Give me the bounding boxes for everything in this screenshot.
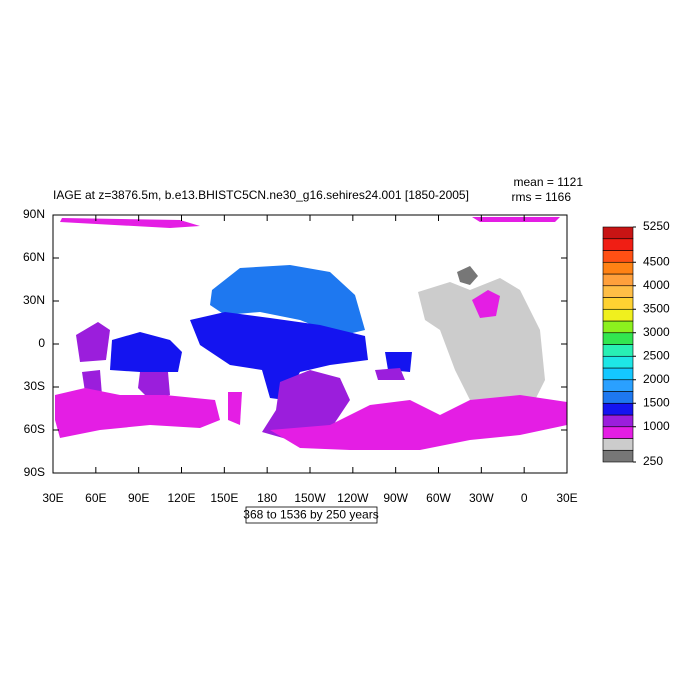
field-patch bbox=[60, 218, 200, 228]
stat-rms: rms = 1166 bbox=[512, 190, 572, 204]
x-tick-label: 120W bbox=[337, 491, 369, 505]
info-box-frame bbox=[245, 506, 378, 524]
colorbar-box bbox=[602, 320, 634, 334]
colorbar-box bbox=[602, 308, 634, 322]
field-patch bbox=[110, 332, 182, 372]
y-tick-label: 0 bbox=[38, 336, 45, 350]
stat-mean: mean = 1121 bbox=[514, 175, 584, 189]
x-tick-label: 30E bbox=[556, 491, 577, 505]
field-patch bbox=[418, 278, 545, 400]
colorbar-label: 1000 bbox=[643, 419, 670, 433]
x-tick-label: 30E bbox=[42, 491, 63, 505]
colorbar-label: 250 bbox=[643, 454, 663, 468]
x-tick-label: 0 bbox=[521, 491, 528, 505]
colorbar-box bbox=[602, 285, 634, 298]
x-tick-label: 90W bbox=[383, 491, 408, 505]
y-tick-label: 30N bbox=[23, 293, 45, 307]
colorbar-box bbox=[602, 250, 634, 263]
colorbar-label: 3500 bbox=[643, 301, 670, 315]
x-tick-label: 60E bbox=[85, 491, 106, 505]
field-patch bbox=[472, 217, 560, 222]
colorbar-box bbox=[602, 226, 634, 240]
field-patch bbox=[457, 266, 478, 285]
colorbar-box bbox=[602, 367, 634, 381]
y-tick-label: 90N bbox=[23, 207, 45, 221]
map-title: IAGE at z=3876.5m, b.e13.BHISTC5CN.ne30_… bbox=[53, 188, 469, 202]
x-tick-label: 60W bbox=[426, 491, 451, 505]
field-patch bbox=[385, 352, 412, 372]
colorbar-box bbox=[602, 273, 634, 287]
field-patch bbox=[472, 290, 500, 318]
x-tick-label: 150E bbox=[210, 491, 238, 505]
x-tick-label: 90E bbox=[128, 491, 149, 505]
field-patches bbox=[55, 217, 567, 450]
colorbar-box bbox=[602, 238, 634, 251]
colorbar-label: 2500 bbox=[643, 348, 670, 362]
colorbar-label: 4000 bbox=[643, 278, 670, 292]
field-patch bbox=[262, 370, 350, 440]
colorbar-box bbox=[602, 438, 634, 451]
colorbar-label: 4500 bbox=[643, 254, 670, 268]
field-patch bbox=[76, 322, 110, 362]
colorbar-box bbox=[602, 391, 634, 404]
colorbar-box bbox=[602, 449, 634, 463]
colorbar-label: 5250 bbox=[643, 219, 670, 233]
y-tick-label: 90S bbox=[24, 465, 45, 479]
y-tick-label: 30S bbox=[24, 379, 45, 393]
colorbar-box bbox=[602, 344, 634, 357]
colorbar-box bbox=[602, 379, 634, 392]
field-patch bbox=[375, 368, 405, 380]
field-patch bbox=[190, 312, 368, 400]
y-tick-label: 60S bbox=[24, 422, 45, 436]
x-tick-label: 30W bbox=[469, 491, 494, 505]
field-patch bbox=[138, 372, 170, 400]
field-patch bbox=[210, 265, 365, 336]
colorbar-box bbox=[602, 426, 634, 439]
colorbar-label: 1500 bbox=[643, 395, 670, 409]
field-patch bbox=[55, 388, 220, 438]
colorbar-box bbox=[602, 355, 634, 369]
colorbar-label: 2000 bbox=[643, 372, 670, 386]
colorbar-box bbox=[602, 402, 634, 416]
info-label: 368 to 1536 by 250 years bbox=[243, 508, 378, 522]
x-tick-label: 180 bbox=[257, 491, 277, 505]
field-patch bbox=[228, 392, 242, 425]
y-tick-label: 60N bbox=[23, 250, 45, 264]
x-tick-label: 120E bbox=[167, 491, 195, 505]
info-box: 368 to 1536 by 250 years bbox=[243, 506, 379, 524]
colorbar-box bbox=[602, 261, 634, 275]
field-patch bbox=[270, 395, 567, 450]
colorbar-label: 3000 bbox=[643, 325, 670, 339]
colorbar-box bbox=[602, 332, 634, 345]
colorbar-box bbox=[602, 414, 634, 428]
colorbar-box bbox=[602, 297, 634, 310]
x-tick-label: 150W bbox=[294, 491, 326, 505]
